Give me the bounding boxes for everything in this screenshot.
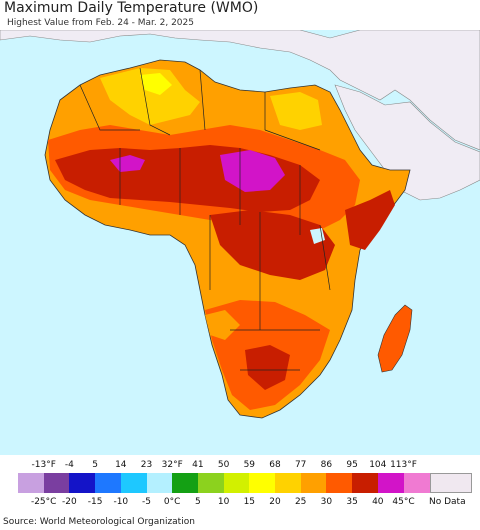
- legend-swatch: [275, 473, 302, 493]
- no-data-swatch: [430, 473, 472, 493]
- map-title: Maximum Daily Temperature (WMO): [4, 0, 259, 16]
- country-borders: [79, 67, 331, 371]
- fahrenheit-tick: 23: [140, 460, 153, 470]
- legend-swatch: [300, 473, 327, 493]
- legend-swatch: [120, 473, 147, 493]
- legend-swatch: [352, 473, 379, 493]
- fahrenheit-tick: -13°F: [31, 460, 56, 470]
- fahrenheit-tick: 86: [320, 460, 333, 470]
- map-subtitle: Highest Value from Feb. 24 - Mar. 2, 202…: [7, 18, 194, 28]
- source-credit: Source: World Meteorological Organizatio…: [3, 517, 195, 527]
- fahrenheit-tick: 95: [346, 460, 358, 470]
- fahrenheit-tick: 113°F: [390, 460, 417, 470]
- fahrenheit-tick: 41: [192, 460, 204, 470]
- east-africa-darkred-zone: [345, 190, 395, 250]
- sahara-yellow-zone: [100, 68, 200, 125]
- no-data-label: No Data: [429, 497, 466, 507]
- legend-swatch: [95, 473, 122, 493]
- celsius-tick: 10: [217, 497, 230, 507]
- celsius-tick: 0°C: [163, 497, 181, 507]
- west-magenta-zone: [110, 155, 145, 172]
- kalahari-darkred-zone: [245, 345, 290, 390]
- africa-map-svg: [0, 30, 480, 455]
- fahrenheit-tick: 5: [92, 460, 98, 470]
- chad-magenta-zone: [220, 150, 285, 192]
- celsius-tick: 5: [195, 497, 201, 507]
- fahrenheit-tick: 68: [269, 460, 281, 470]
- celsius-tick: 30: [320, 497, 333, 507]
- fahrenheit-tick: 32°F: [161, 460, 183, 470]
- celsius-tick: 25: [294, 497, 307, 507]
- celsius-tick: -10: [113, 497, 129, 507]
- celsius-tick: 35: [346, 497, 358, 507]
- legend-swatch: [326, 473, 353, 493]
- fahrenheit-tick: 50: [217, 460, 230, 470]
- legend-swatch: [146, 473, 173, 493]
- celsius-tick: -25°C: [30, 497, 57, 507]
- celsius-tick: -5: [142, 497, 151, 507]
- egypt-yellow-zone: [270, 92, 322, 130]
- fahrenheit-tick: 59: [243, 460, 256, 470]
- celsius-tick: 45°C: [392, 497, 415, 507]
- legend-swatch: [249, 473, 276, 493]
- legend: -13°F -4 5 14 23 32°F 41 50 59 68 77 86 95 104 113°F -…: [0, 455, 480, 517]
- central-africa-darkred-zone: [210, 210, 335, 280]
- celsius-tick: -15: [87, 497, 103, 507]
- southern-yellow-zone: [205, 310, 240, 340]
- madagascar: [377, 304, 413, 373]
- fahrenheit-tick: 14: [115, 460, 127, 470]
- legend-swatch: [197, 473, 225, 493]
- sahara-light-yellow: [140, 73, 172, 95]
- europe-landmass: [0, 30, 480, 151]
- celsius-tick: -20: [62, 497, 77, 507]
- legend-swatch: [18, 473, 45, 493]
- fahrenheit-tick: 77: [294, 460, 307, 470]
- legend-swatch: [223, 473, 250, 493]
- celsius-tick: 20: [269, 497, 281, 507]
- legend-swatch: [403, 473, 430, 493]
- legend-swatch: [377, 473, 404, 493]
- fahrenheit-tick: -4: [64, 460, 74, 470]
- fahrenheit-tick: 104: [369, 460, 387, 470]
- arabia-landmass: [334, 84, 480, 201]
- temperature-map: [0, 30, 480, 455]
- celsius-tick: 15: [243, 497, 256, 507]
- legend-swatch: [43, 473, 70, 493]
- celsius-tick: 40: [372, 497, 384, 507]
- legend-swatch: [172, 473, 199, 493]
- legend-swatch: [69, 473, 96, 493]
